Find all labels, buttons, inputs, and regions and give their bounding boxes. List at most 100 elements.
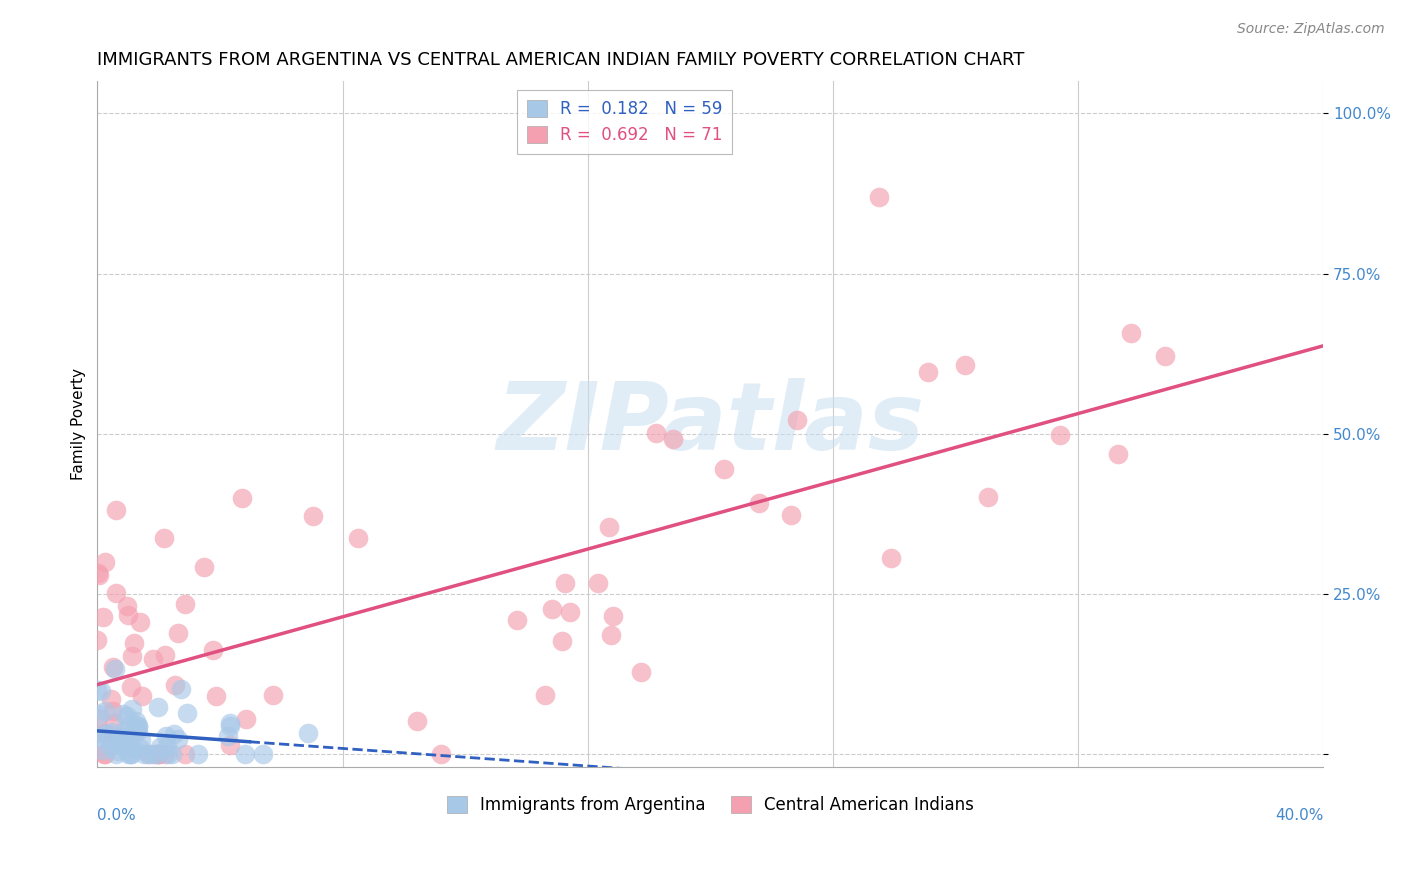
Point [252,747,274,762]
Point [101,660,124,674]
Point [146,747,169,762]
Point [148,700,170,714]
Point [1119,326,1142,340]
Point [115,729,138,743]
Point [155,729,177,743]
Point [176,706,198,721]
Point [146,747,169,762]
Point [120,747,142,762]
Point [131,690,153,704]
Y-axis label: Family Poverty: Family Poverty [72,368,86,480]
Point [748,496,770,510]
Point [187,747,209,762]
Point [112,706,135,721]
Point [662,432,685,446]
Point [976,490,998,504]
Point [917,364,939,378]
Point [630,665,652,679]
Point [105,586,128,600]
Point [1154,349,1177,363]
Point [87,711,110,725]
Point [115,599,138,613]
Point [204,690,226,704]
Point [120,681,142,695]
Point [112,723,135,738]
Point [90,730,112,744]
Text: ZIPatlas: ZIPatlas [496,378,924,470]
Point [713,462,735,476]
Point [91,610,114,624]
Point [129,733,152,747]
Point [124,724,146,739]
Point [157,747,180,762]
Point [1107,447,1129,461]
Point [101,704,124,718]
Point [554,576,576,591]
Point [163,727,186,741]
Point [138,747,160,762]
Point [120,741,142,756]
Point [121,702,143,716]
Point [540,601,562,615]
Point [506,614,529,628]
Point [91,726,114,740]
Point [219,716,242,731]
Point [103,716,125,731]
Point [110,736,132,750]
Point [297,726,319,740]
Point [90,684,112,698]
Point [218,719,240,733]
Point [142,747,165,762]
Point [235,712,257,726]
Point [117,607,139,622]
Point [105,747,128,762]
Point [129,615,152,629]
Point [100,691,122,706]
Legend: Immigrants from Argentina, Central American Indians: Immigrants from Argentina, Central Ameri… [440,789,980,821]
Point [120,747,142,762]
Point [93,726,115,740]
Point [148,747,170,762]
Point [104,502,127,516]
Text: IMMIGRANTS FROM ARGENTINA VS CENTRAL AMERICAN INDIAN FAMILY POVERTY CORRELATION : IMMIGRANTS FROM ARGENTINA VS CENTRAL AME… [97,51,1025,69]
Point [87,706,110,721]
Point [167,732,190,747]
Point [104,737,127,751]
Text: 40.0%: 40.0% [1275,808,1323,823]
Point [104,662,127,676]
Point [955,358,977,372]
Point [87,566,110,580]
Point [534,688,557,702]
Point [100,735,122,749]
Point [551,634,574,648]
Point [127,719,149,733]
Point [880,551,903,566]
Point [588,576,610,591]
Point [170,682,193,697]
Point [122,636,145,650]
Point [1049,428,1071,442]
Point [598,520,620,534]
Point [117,737,139,751]
Point [121,648,143,663]
Point [405,714,427,728]
Point [118,718,141,732]
Point [231,491,253,506]
Point [87,568,110,582]
Point [233,747,256,762]
Point [107,744,129,758]
Point [347,531,370,545]
Point [174,597,197,611]
Point [111,730,134,744]
Point [599,628,621,642]
Text: Source: ZipAtlas.com: Source: ZipAtlas.com [1237,22,1385,37]
Point [94,555,117,569]
Point [165,678,187,692]
Point [780,508,803,523]
Point [201,643,224,657]
Point [167,625,190,640]
Point [101,725,124,739]
Point [124,722,146,736]
Point [302,508,325,523]
Point [134,747,156,762]
